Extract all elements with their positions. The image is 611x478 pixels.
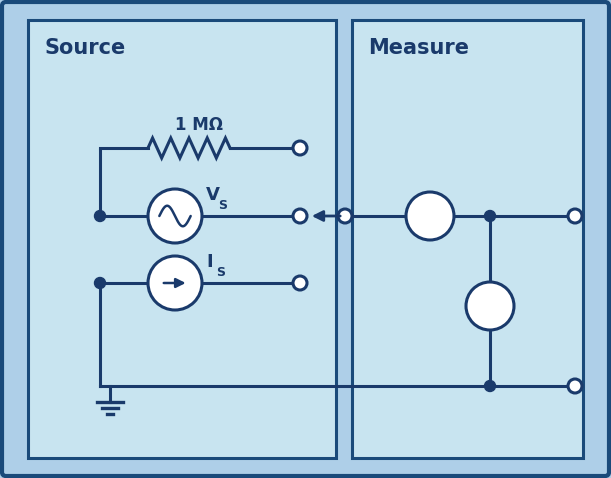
Circle shape (95, 278, 106, 289)
Text: S: S (218, 199, 227, 212)
Circle shape (338, 209, 352, 223)
Circle shape (568, 209, 582, 223)
Circle shape (406, 192, 454, 240)
Text: 1 MΩ: 1 MΩ (175, 116, 223, 134)
FancyBboxPatch shape (28, 20, 336, 458)
Circle shape (485, 210, 496, 221)
Text: S: S (216, 266, 225, 279)
Circle shape (293, 209, 307, 223)
Text: A: A (423, 207, 437, 225)
Circle shape (95, 210, 106, 221)
Text: Source: Source (45, 38, 126, 58)
Text: V: V (483, 297, 497, 315)
Text: Measure: Measure (368, 38, 469, 58)
Circle shape (485, 380, 496, 391)
Circle shape (466, 282, 514, 330)
Circle shape (568, 379, 582, 393)
Circle shape (293, 276, 307, 290)
Circle shape (293, 141, 307, 155)
Text: I: I (206, 253, 213, 271)
Circle shape (148, 189, 202, 243)
Text: V: V (206, 186, 220, 204)
Circle shape (148, 256, 202, 310)
FancyBboxPatch shape (352, 20, 583, 458)
